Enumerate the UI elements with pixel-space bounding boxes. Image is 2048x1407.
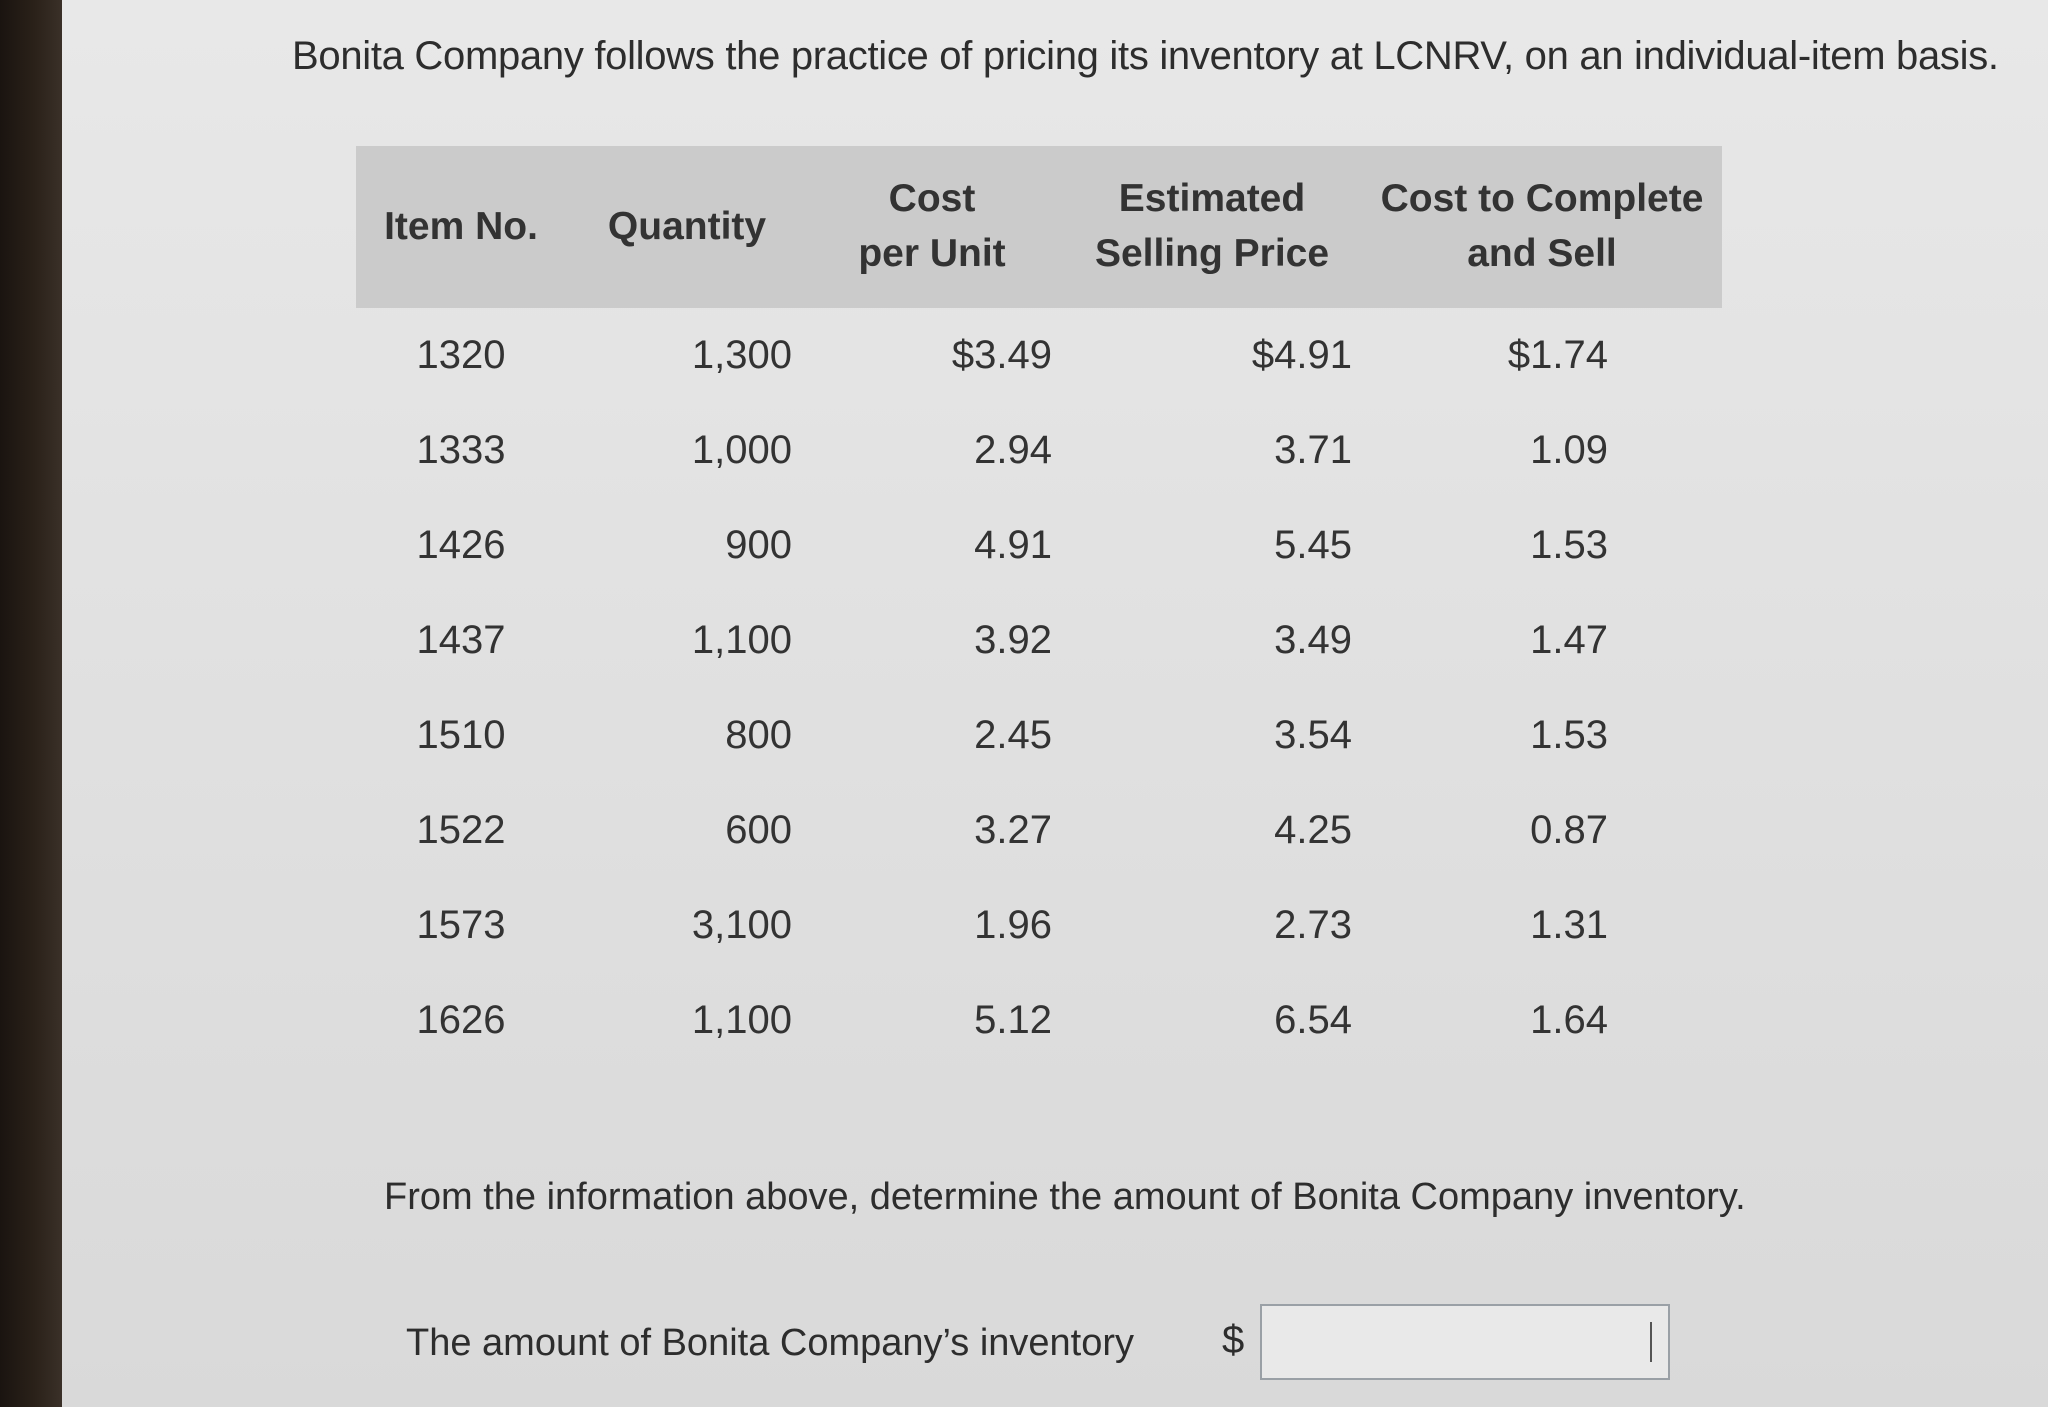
cell-quantity: 1,300 bbox=[691, 333, 792, 377]
cell-cost-per-unit: 3.27 bbox=[974, 808, 1052, 852]
header-item-no: Item No. bbox=[356, 146, 566, 308]
cell-item-no: 1333 bbox=[416, 428, 506, 472]
cell-selling-price: 3.71 bbox=[1274, 428, 1352, 472]
cell-item-no: 1437 bbox=[416, 618, 506, 662]
table-row: 1522 600 3.27 4.25 0.87 bbox=[356, 783, 1722, 878]
problem-intro: Bonita Company follows the practice of p… bbox=[292, 34, 1999, 78]
cell-quantity: 900 bbox=[725, 523, 792, 567]
cell-item-no: 1320 bbox=[416, 333, 506, 377]
cell-selling-price: 3.54 bbox=[1274, 713, 1352, 757]
cell-quantity: 1,000 bbox=[691, 428, 792, 472]
cell-cost-to-complete: 1.53 bbox=[1530, 523, 1608, 567]
header-sell-line2: Selling Price bbox=[1094, 232, 1330, 275]
table-header: Item No. Quantity Cost per Unit Estimate… bbox=[356, 146, 1722, 308]
cell-selling-price: 6.54 bbox=[1274, 998, 1352, 1042]
cell-cost-to-complete: 1.47 bbox=[1530, 618, 1608, 662]
header-ctc-line1: Cost to Complete bbox=[1380, 177, 1704, 221]
cell-cost-to-complete: $1.74 bbox=[1507, 333, 1608, 377]
cell-item-no: 1626 bbox=[416, 998, 506, 1042]
table-row: 1573 3,100 1.96 2.73 1.31 bbox=[356, 878, 1722, 973]
cell-quantity: 3,100 bbox=[691, 903, 792, 947]
currency-symbol: $ bbox=[1222, 1318, 1245, 1362]
cell-cost-to-complete: 1.09 bbox=[1530, 428, 1608, 472]
header-cost-per-unit: Cost per Unit bbox=[812, 146, 1052, 308]
inventory-table: Item No. Quantity Cost per Unit Estimate… bbox=[356, 146, 1722, 1068]
question-text: From the information above, determine th… bbox=[384, 1176, 1746, 1218]
cell-selling-price: 5.45 bbox=[1274, 523, 1352, 567]
cell-cost-per-unit: 4.91 bbox=[974, 523, 1052, 567]
cell-quantity: 800 bbox=[725, 713, 792, 757]
header-estimated-selling-price: Estimated Selling Price bbox=[1062, 146, 1362, 308]
cell-selling-price: 2.73 bbox=[1274, 903, 1352, 947]
inventory-amount-input[interactable] bbox=[1260, 1304, 1670, 1380]
header-quantity-text: Quantity bbox=[607, 204, 767, 248]
cell-cost-to-complete: 1.64 bbox=[1530, 998, 1608, 1042]
header-quantity: Quantity bbox=[582, 146, 792, 308]
cell-cost-to-complete: 1.31 bbox=[1530, 903, 1608, 947]
cell-cost-to-complete: 0.87 bbox=[1530, 808, 1608, 852]
table-row: 1626 1,100 5.12 6.54 1.64 bbox=[356, 973, 1722, 1068]
cell-item-no: 1573 bbox=[416, 903, 506, 947]
header-cost-line2: per Unit bbox=[858, 232, 1006, 275]
header-ctc-line2: and Sell bbox=[1467, 232, 1617, 275]
cell-item-no: 1522 bbox=[416, 808, 506, 852]
header-item-no-text: Item No. bbox=[384, 204, 538, 248]
table-row: 1426 900 4.91 5.45 1.53 bbox=[356, 498, 1722, 593]
cell-selling-price: $4.91 bbox=[1251, 333, 1352, 377]
table-row: 1510 800 2.45 3.54 1.53 bbox=[356, 688, 1722, 783]
cell-cost-per-unit: 3.92 bbox=[974, 618, 1052, 662]
cell-selling-price: 3.49 bbox=[1274, 618, 1352, 662]
cell-item-no: 1426 bbox=[416, 523, 506, 567]
cell-cost-to-complete: 1.53 bbox=[1530, 713, 1608, 757]
cell-selling-price: 4.25 bbox=[1274, 808, 1352, 852]
cell-item-no: 1510 bbox=[416, 713, 506, 757]
device-bezel bbox=[0, 0, 62, 1407]
cell-cost-per-unit: 2.45 bbox=[974, 713, 1052, 757]
cell-cost-per-unit: 1.96 bbox=[974, 903, 1052, 947]
cell-quantity: 600 bbox=[725, 808, 792, 852]
table-row: 1437 1,100 3.92 3.49 1.47 bbox=[356, 593, 1722, 688]
header-sell-line1: Estimated bbox=[1118, 177, 1306, 221]
header-cost-to-complete: Cost to Complete and Sell bbox=[1362, 146, 1722, 308]
text-cursor bbox=[1650, 1322, 1652, 1362]
screen: Bonita Company follows the practice of p… bbox=[62, 0, 2048, 1407]
answer-label: The amount of Bonita Company’s inventory bbox=[406, 1322, 1135, 1364]
cell-cost-per-unit: 5.12 bbox=[974, 998, 1052, 1042]
table-row: 1320 1,300 $3.49 $4.91 $1.74 bbox=[356, 308, 1722, 403]
header-cost-line1: Cost bbox=[888, 177, 976, 221]
cell-cost-per-unit: $3.49 bbox=[951, 333, 1052, 377]
cell-quantity: 1,100 bbox=[691, 618, 792, 662]
cell-cost-per-unit: 2.94 bbox=[974, 428, 1052, 472]
table-row: 1333 1,000 2.94 3.71 1.09 bbox=[356, 403, 1722, 498]
cell-quantity: 1,100 bbox=[691, 998, 792, 1042]
